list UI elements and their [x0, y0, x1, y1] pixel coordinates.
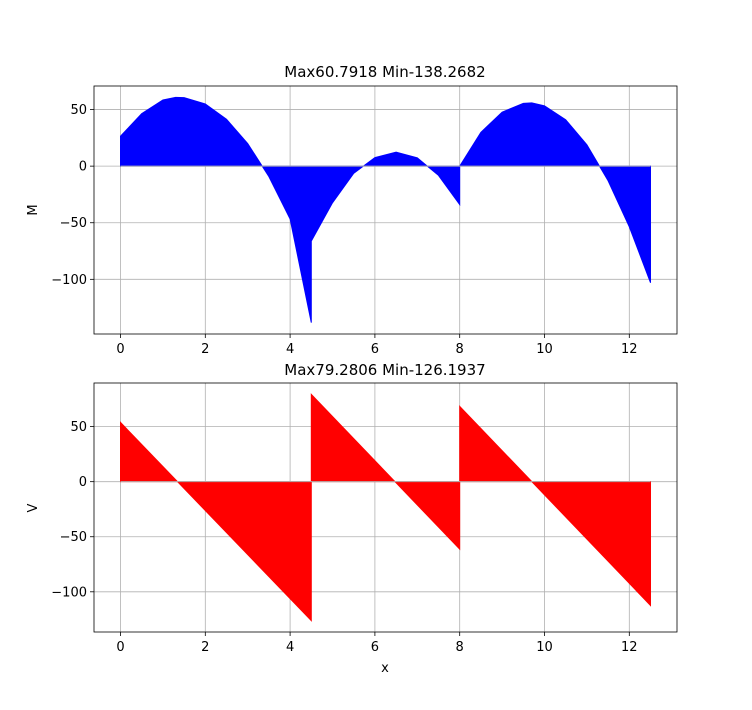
moment-y-tick-label: −100 [51, 273, 87, 288]
shear-chart-title: Max79.2806 Min-126.1937 [284, 361, 485, 379]
moment-area-fill [120, 96, 651, 323]
moment-y-tick-label: 0 [79, 160, 87, 175]
moment-plot-frame [93, 85, 678, 335]
shear-x-tick-label: 0 [116, 640, 124, 655]
moment-x-tick-label: 10 [536, 342, 553, 357]
shear-x-tick-label: 4 [286, 640, 294, 655]
shear-x-tick-label: 6 [371, 640, 379, 655]
shear-plot-frame [93, 382, 678, 633]
shear-x-tick-label: 2 [201, 640, 209, 655]
shear-x-tick-label: 8 [456, 640, 464, 655]
shear-x-tick-label: 12 [621, 640, 638, 655]
moment-x-tick-label: 4 [286, 342, 294, 357]
moment-chart-title: Max60.7918 Min-138.2682 [284, 63, 485, 81]
shear-y-tick-label: −100 [51, 585, 87, 600]
shear-y-tick-label: −50 [60, 530, 87, 545]
shear-x-tick-label: 10 [536, 640, 553, 655]
shear-y-tick-label: 50 [70, 420, 87, 435]
moment-x-tick-label: 2 [201, 342, 209, 357]
moment-x-tick-label: 12 [621, 342, 638, 357]
shear-y-axis-label: V [26, 503, 41, 512]
shear-x-axis-label: x [381, 661, 389, 676]
moment-y-axis-label: M [26, 204, 41, 215]
shear-subplot: Max79.2806 Min-126.1937 V x 0 2 4 6 8 10 12 −10… [26, 361, 678, 676]
moment-y-tick-label: 50 [70, 103, 87, 118]
moment-y-tick-label: −50 [60, 216, 87, 231]
shear-area-fill [120, 393, 651, 622]
moment-subplot: Max60.7918 Min-138.2682 M 0 2 4 6 8 10 12 −100 −… [26, 63, 678, 357]
moment-x-tick-label: 6 [371, 342, 379, 357]
moment-x-tick-label: 0 [116, 342, 124, 357]
shear-y-tick-label: 0 [79, 475, 87, 490]
moment-x-tick-label: 8 [456, 342, 464, 357]
